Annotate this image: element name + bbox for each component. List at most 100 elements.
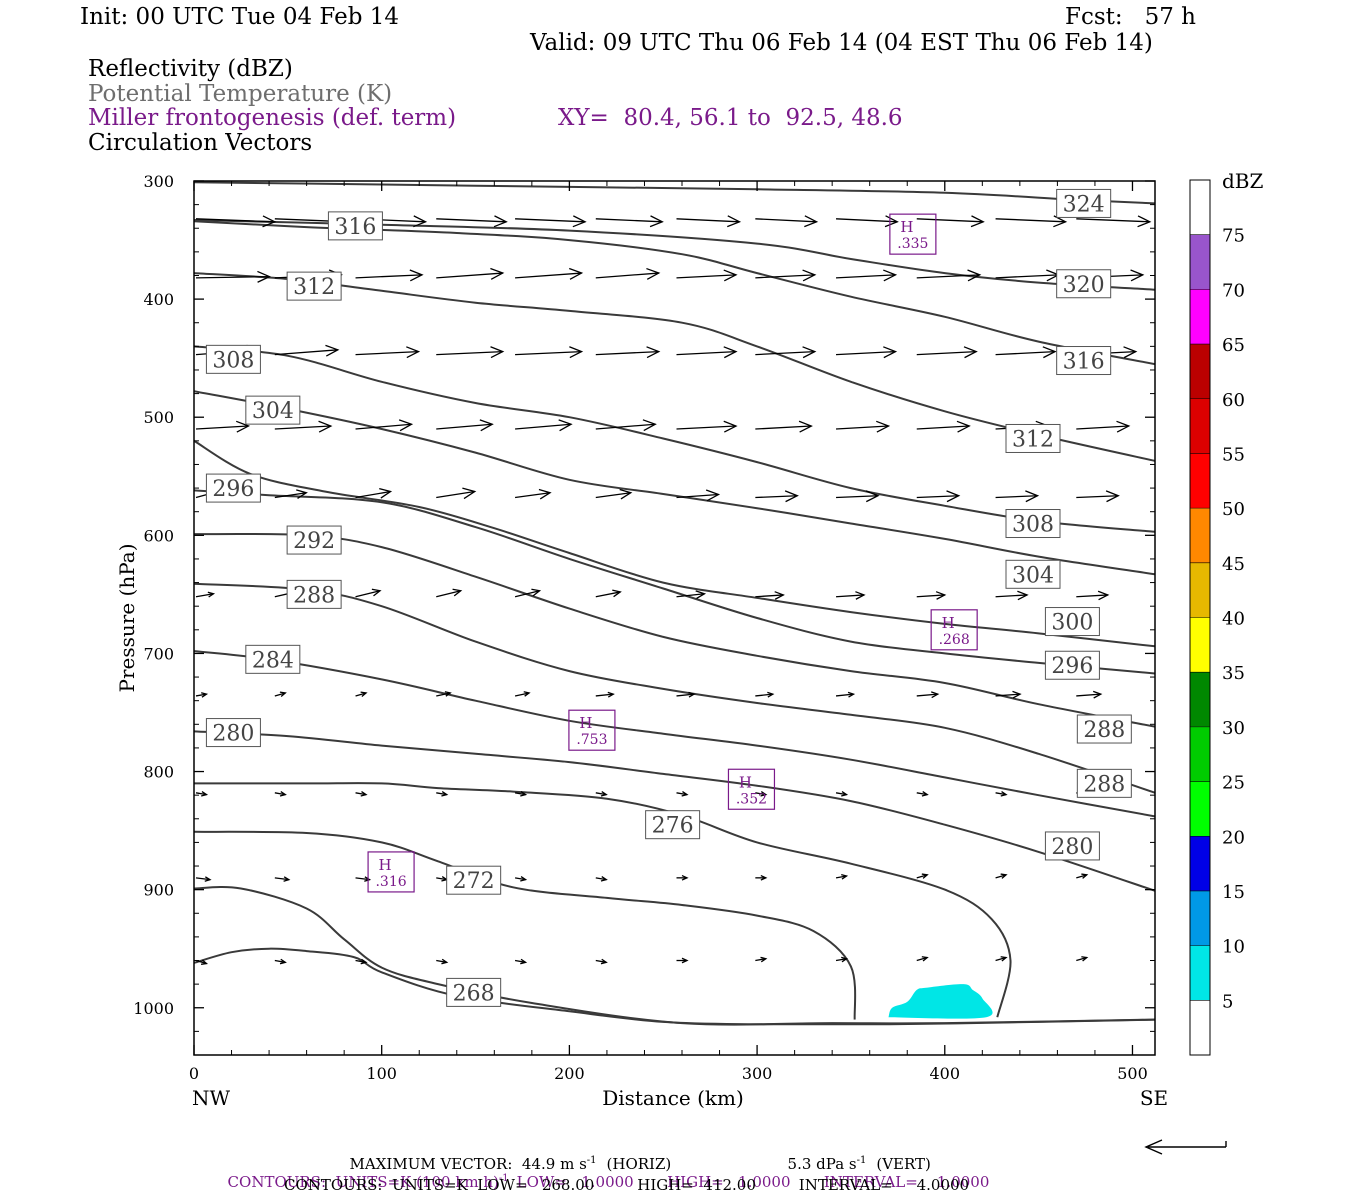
vector-shaft [514, 959, 526, 963]
vector-head [201, 692, 209, 698]
vector-shaft [836, 274, 896, 279]
vector-head [883, 346, 898, 359]
vector-head [520, 790, 528, 797]
circulation-vector [595, 790, 608, 797]
circulation-vector [676, 269, 738, 282]
vector-shaft [995, 274, 1059, 279]
colorbar-title: dBZ [1222, 169, 1264, 193]
vector-head [1012, 690, 1022, 699]
contours-frontogenesis-units: CONTOURS: UNITS=K (100 km h) [227, 1173, 499, 1191]
vector-shaft [515, 423, 572, 430]
vector-shaft [514, 792, 526, 796]
theta-contour-280 [194, 730, 1155, 892]
circulation-vector [1076, 215, 1152, 228]
theta-contour-296 [194, 489, 1155, 675]
vector-shaft [676, 792, 688, 796]
vector-shaft [595, 350, 659, 356]
vector-shaft [274, 692, 286, 697]
vector-head [279, 958, 287, 965]
vector-shaft [1076, 874, 1087, 879]
y-tick-label: 1000 [133, 999, 174, 1018]
vector-head [262, 215, 277, 228]
vector-shaft [836, 350, 896, 356]
contours-frontogenesis-range: LOW= 1.0000 HIGH= 1.0000 INTERVAL= 1.000… [516, 1173, 990, 1191]
contours-theta-info: CONTOURS: UNITS=K LOW= 268.00 HIGH= 412.… [284, 1176, 970, 1194]
vector-head [371, 588, 382, 597]
circulation-vector [995, 490, 1040, 503]
vector-shaft [916, 218, 984, 223]
colorbar-segment [1190, 398, 1210, 454]
circulation-vector [916, 790, 929, 797]
vector-shaft [195, 792, 207, 796]
vector-head [760, 874, 768, 881]
circulation-vector [995, 790, 1008, 797]
vector-head [318, 420, 333, 433]
circulation-vector [436, 588, 463, 598]
vector-head [802, 269, 817, 282]
circulation-vector [195, 420, 251, 433]
vector-shaft [595, 792, 607, 796]
vector-shaft [916, 956, 928, 962]
circulation-vector [595, 589, 622, 598]
vector-head [235, 420, 251, 433]
vector-head [723, 346, 738, 359]
vector-shaft [1076, 693, 1101, 697]
theta-contour-292 [194, 532, 1155, 728]
vector-shaft [195, 218, 275, 223]
vector-shaft [916, 350, 977, 356]
circulation-vector [1076, 420, 1131, 433]
vector-shaft [676, 274, 737, 279]
colorbar-segment [1190, 945, 1210, 1001]
vector-shaft [195, 693, 207, 697]
theta-contour-288 [194, 582, 1155, 794]
vector-shaft [436, 490, 475, 499]
theta-contour-284 [194, 650, 1155, 818]
circulation-vector [755, 215, 819, 228]
vector-shaft [755, 218, 817, 223]
frontogenesis-box [568, 709, 616, 751]
theta-contour-276 [194, 782, 1012, 1018]
vector-shaft [916, 274, 980, 279]
vector-head [841, 956, 849, 963]
theta-label-box [446, 977, 502, 1007]
circulation-vector [835, 591, 866, 600]
vector-head [774, 591, 785, 600]
vector-shaft [274, 959, 286, 963]
circulation-vector [836, 420, 891, 433]
vector-head [798, 420, 813, 433]
vector-head [705, 489, 721, 502]
vector-head [398, 419, 414, 432]
vector-shaft [916, 425, 970, 430]
frontogenesis-value: .753 [576, 732, 607, 748]
circulation-vector [195, 215, 277, 228]
vector-shaft [436, 877, 447, 881]
circulation-vector [355, 346, 421, 359]
frontogenesis-h: H [900, 218, 913, 236]
colorbar-segment [1190, 289, 1210, 345]
frontogenesis-max: H.268 [930, 609, 978, 651]
vector-shaft [595, 423, 656, 430]
theta-label-box [1044, 607, 1100, 637]
vector-shaft [995, 218, 1066, 223]
vector-shaft [274, 425, 331, 430]
circulation-vector [676, 874, 689, 881]
vector-head [760, 956, 768, 963]
theta-label: 308 [212, 348, 254, 373]
max-vector-vert-exp: -1 [856, 1155, 867, 1166]
vector-shaft [514, 492, 551, 499]
vector-shaft [195, 877, 211, 881]
theta-contour-308 [194, 345, 1155, 533]
max-vector-horiz-label: (HORIZ) [606, 1155, 672, 1173]
x-end-label-nw: NW [192, 1086, 231, 1110]
colorbar-segment [1190, 508, 1210, 563]
circulation-vector [755, 956, 768, 963]
theta-label-box [446, 865, 502, 895]
vector-head [279, 691, 287, 697]
theta-label-box [645, 810, 701, 840]
circulation-vector [355, 487, 393, 499]
vector-head [569, 267, 584, 280]
vector-shaft [755, 350, 815, 356]
vector-head [847, 691, 856, 698]
circulation-vector [755, 591, 785, 600]
vector-shaft [916, 874, 928, 879]
